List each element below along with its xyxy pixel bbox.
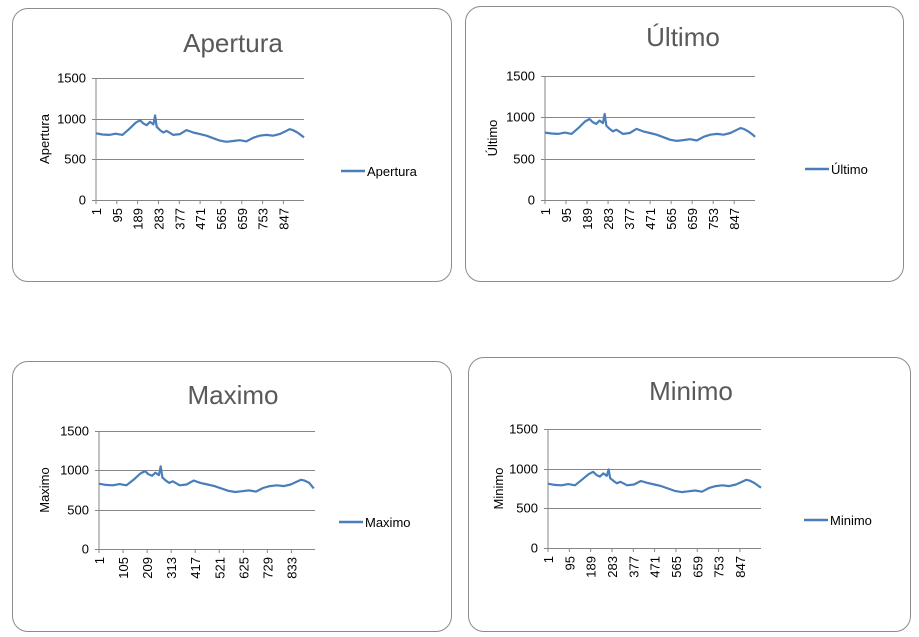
y-tick-label: 1000 [509,462,538,477]
legend-label: Minimo [830,513,872,528]
series-line [98,465,315,494]
y-tick-label: 0 [528,193,535,208]
chart-title: Maximo [187,380,278,410]
y-axis-title: Último [485,120,500,157]
y-tick-label: 500 [67,503,89,518]
x-tick-label: 565 [664,208,679,230]
x-tick-label: 753 [256,208,271,230]
y-tick-label: 1000 [506,110,535,125]
chart-title: Minimo [649,376,733,406]
chart-svg: Minimo 0 500 1000 1500 Minimo 1 95 189 283 377 471 5… [491,376,872,578]
chart-panel-minimo: Minimo 0 500 1000 1500 Minimo 1 95 189 283 377 471 5… [468,357,911,632]
y-tick-label: 500 [64,152,86,167]
x-tick-label: 189 [131,208,146,230]
x-tick-label: 189 [580,208,595,230]
y-tick-label: 0 [82,542,89,557]
x-tick-label: 377 [172,208,187,230]
x-tick-label: 565 [669,556,684,578]
x-tick-label: 833 [284,557,299,579]
y-tick-label: 1500 [57,71,86,86]
x-tick-label: 521 [212,557,227,579]
x-tick-label: 105 [116,557,131,579]
x-tick-label: 1 [541,556,556,563]
x-tick-label: 659 [235,208,250,230]
x-tick-label: 95 [562,556,577,570]
chart-panel-ultimo: Último 0 500 1000 1500 Último 1 95 189 283 377 471 5… [465,6,904,282]
x-tick-label: 377 [622,208,637,230]
x-tick-label: 95 [110,208,125,222]
x-tick-label: 471 [648,556,663,578]
chart-panel-maximo: Maximo 0 500 1000 1500 Maximo 1 105 209 313 417 521… [12,361,452,632]
y-tick-label: 500 [513,152,535,167]
legend-label: Apertura [367,164,418,179]
x-tick-label: 625 [236,557,251,579]
x-tick-label: 1 [92,557,107,564]
x-tick-label: 283 [605,556,620,578]
y-tick-label: 500 [516,501,538,516]
series-line [95,114,305,143]
x-tick-label: 283 [601,208,616,230]
series-line [544,112,756,142]
chart-svg: Último 0 500 1000 1500 Último 1 95 189 283 377 471 5… [485,22,868,230]
chart-svg: Maximo 0 500 1000 1500 Maximo 1 105 209 313 417 521… [37,380,411,579]
x-tick-label: 283 [151,208,166,230]
x-tick-label: 1 [538,208,553,215]
chart-title: Último [646,22,720,52]
x-tick-label: 753 [706,208,721,230]
x-tick-label: 417 [188,557,203,579]
x-tick-label: 659 [690,556,705,578]
y-tick-label: 0 [79,193,86,208]
chart-title: Apertura [183,28,283,58]
x-tick-label: 189 [584,556,599,578]
x-tick-label: 565 [214,208,229,230]
y-tick-label: 1500 [509,422,538,437]
x-tick-label: 659 [685,208,700,230]
y-tick-label: 1500 [60,424,89,439]
x-tick-label: 753 [712,556,727,578]
y-axis-title: Minimo [491,468,506,510]
y-tick-label: 1000 [60,463,89,478]
x-tick-label: 729 [260,557,275,579]
x-tick-label: 471 [193,208,208,230]
series-line [547,468,762,494]
chart-svg: Apertura 0 500 1000 1500 Apertura 1 95 189 283 377… [37,28,418,230]
x-tick-label: 95 [559,208,574,222]
legend-label: Maximo [365,515,411,530]
x-tick-label: 1 [89,208,104,215]
y-tick-label: 1000 [57,112,86,127]
x-tick-label: 313 [164,557,179,579]
x-tick-label: 209 [140,557,155,579]
x-tick-label: 847 [727,208,742,230]
y-axis-title: Maximo [37,467,52,513]
x-tick-label: 847 [276,208,291,230]
x-tick-label: 847 [733,556,748,578]
y-tick-label: 0 [531,541,538,556]
x-tick-label: 377 [626,556,641,578]
y-axis-title: Apertura [37,113,52,164]
legend-label: Último [831,162,868,177]
y-tick-label: 1500 [506,69,535,84]
chart-panel-apertura: Apertura 0 500 1000 1500 Apertura 1 95 189 283 377… [12,8,452,282]
x-tick-label: 471 [643,208,658,230]
